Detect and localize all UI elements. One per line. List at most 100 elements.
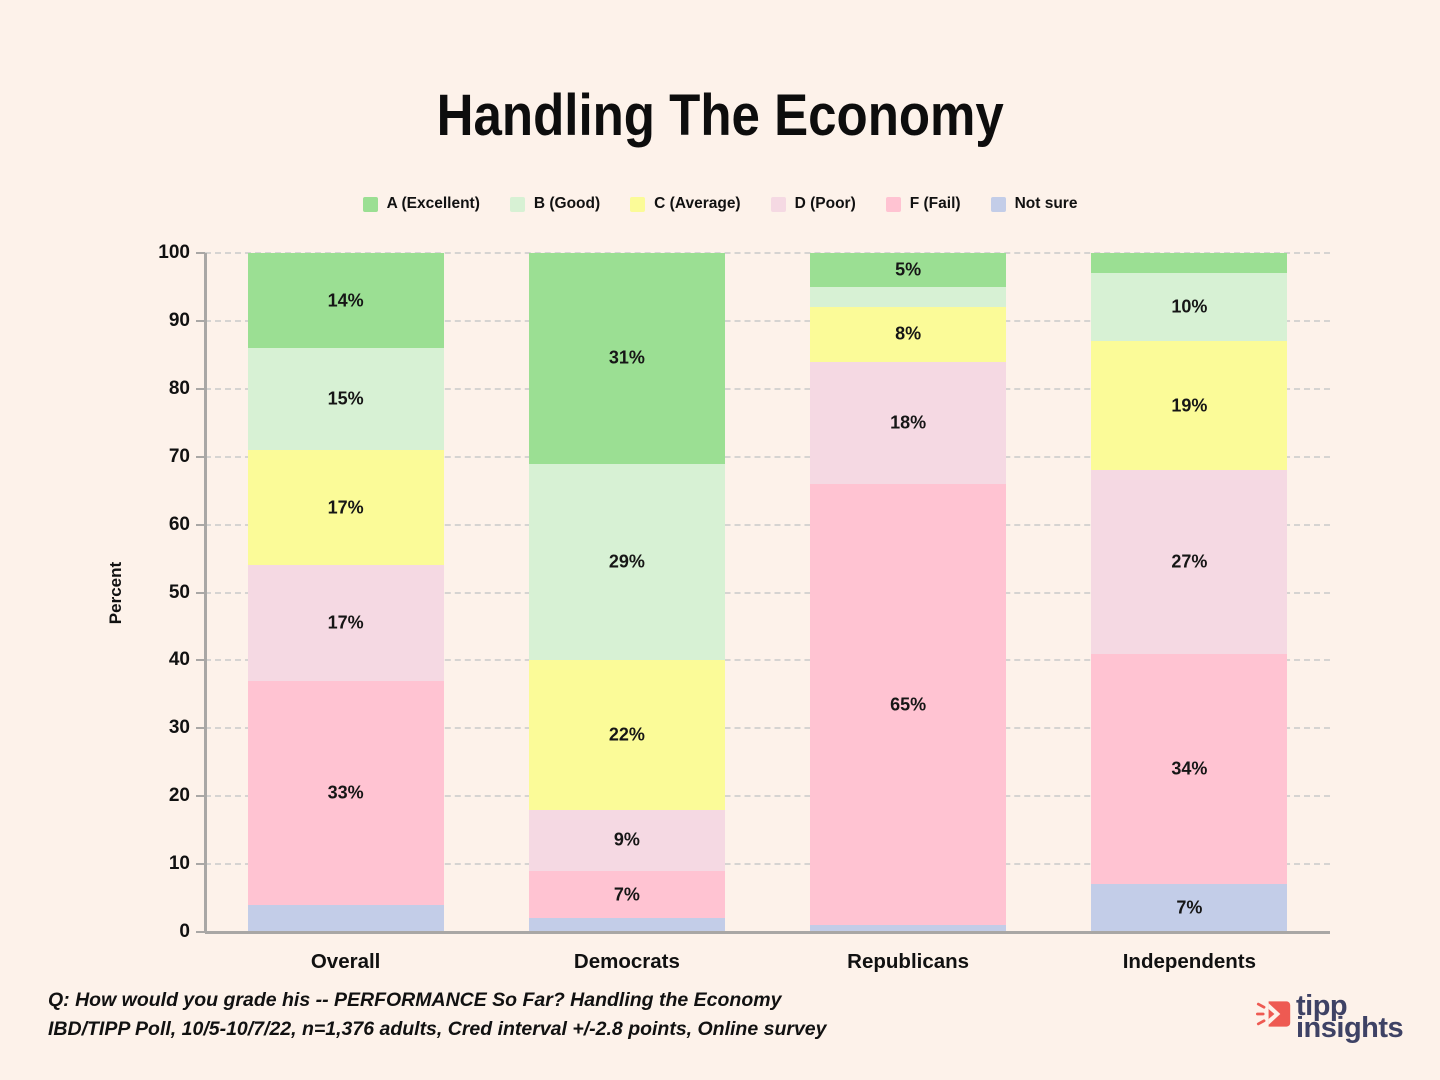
legend-item: C (Average) xyxy=(630,195,741,213)
axis-tick xyxy=(196,319,205,322)
x-category-label: Independents xyxy=(1122,950,1256,973)
bar-overall xyxy=(247,253,444,932)
bar-segment xyxy=(810,307,1007,362)
bar-value-label: 33% xyxy=(327,782,364,803)
bar-segment xyxy=(1091,653,1288,885)
gridline xyxy=(205,455,1330,458)
legend-item: B (Good) xyxy=(509,195,601,213)
bar-segment xyxy=(1091,341,1288,471)
axis-tick xyxy=(196,591,205,594)
axis-tick xyxy=(196,727,205,730)
chart-title-text: Handling The Economy xyxy=(436,83,1004,148)
bar-value-label: 17% xyxy=(327,612,364,633)
legend-swatch xyxy=(362,196,378,212)
bar-segment xyxy=(528,660,725,810)
bar-segment xyxy=(247,449,444,566)
y-axis-tick-label: 20 xyxy=(168,785,190,807)
legend-label: F (Fail) xyxy=(909,195,961,212)
bar-value-label: 10% xyxy=(1171,296,1208,317)
bar-value-label: 14% xyxy=(327,290,364,311)
legend-swatch xyxy=(630,196,646,212)
y-axis-tick-label: 70 xyxy=(168,445,190,467)
gridline xyxy=(205,659,1330,662)
legend-label: Not sure xyxy=(1014,195,1078,212)
footer-question: Q: How would you grade his -- PERFORMANC… xyxy=(48,989,782,1011)
x-category-label: Overall xyxy=(310,950,381,973)
bar-value-label: 22% xyxy=(608,724,645,745)
legend-item: Not sure xyxy=(990,195,1078,213)
bar-value-label: 18% xyxy=(890,412,927,433)
bar-value-label: 17% xyxy=(327,497,364,518)
logo-word-tipp: tipp xyxy=(1296,990,1348,1022)
gridline xyxy=(205,727,1330,730)
x-axis-line xyxy=(205,931,1330,934)
axis-tick xyxy=(196,252,205,254)
legend-label: A (Excellent) xyxy=(386,195,480,212)
bar-independents xyxy=(1091,253,1288,932)
bar-value-label: 5% xyxy=(895,259,922,280)
tipp-insights-logo: tipp insights xyxy=(1256,990,1426,1054)
bar-value-label: 8% xyxy=(895,323,922,344)
axis-tick xyxy=(196,863,205,866)
y-axis-tick-label: 60 xyxy=(168,513,190,535)
bar-segment xyxy=(247,565,444,681)
x-category-label: Democrats xyxy=(573,950,680,973)
bar-value-label: 15% xyxy=(327,388,364,409)
footer-source: IBD/TIPP Poll, 10/5-10/7/22, n=1,376 adu… xyxy=(48,1018,827,1040)
gridline xyxy=(205,387,1330,390)
bar-segment xyxy=(1091,253,1288,274)
bar-segment xyxy=(247,680,444,905)
bar-value-label: 27% xyxy=(1171,551,1208,572)
axis-tick xyxy=(196,931,205,933)
y-axis-tick-label: 50 xyxy=(168,581,190,603)
logo-word-insights: insights xyxy=(1296,1012,1404,1044)
chart-title: Handling The Economy xyxy=(0,82,1440,149)
bar-segment xyxy=(528,809,725,871)
y-axis-tick-label: 0 xyxy=(179,921,190,942)
bar-segment xyxy=(810,253,1007,287)
megaphone-icon xyxy=(1256,1001,1291,1027)
bar-segment xyxy=(1091,273,1288,342)
axis-tick xyxy=(196,455,205,458)
y-axis-tick-label: 30 xyxy=(168,717,190,739)
legend: A (Excellent) B (Good) C (Average) D (Poor)… xyxy=(0,195,1440,213)
bar-value-label: 65% xyxy=(890,694,927,715)
legend-label: B (Good) xyxy=(533,195,601,212)
legend-label: C (Average) xyxy=(654,195,741,212)
footer: Q: How would you grade his -- PERFORMANC… xyxy=(48,986,827,1044)
bar-segment xyxy=(528,870,725,919)
bar-segment xyxy=(247,253,444,349)
bar-value-label: 34% xyxy=(1171,758,1208,779)
y-axis-tick-label: 80 xyxy=(168,377,190,399)
y-axis-tick-label: 40 xyxy=(168,649,190,671)
gridline xyxy=(205,523,1330,526)
bar-segment xyxy=(810,925,1007,932)
axis-tick xyxy=(196,387,205,390)
legend-item: D (Poor) xyxy=(770,195,856,213)
y-axis-title: Percent xyxy=(106,561,126,624)
bar-segment xyxy=(247,904,444,932)
legend-label: D (Poor) xyxy=(794,195,856,212)
axis-tick xyxy=(196,523,205,526)
legend-item: A (Excellent) xyxy=(362,195,480,213)
y-axis-tick-label: 90 xyxy=(168,309,190,331)
y-axis-line xyxy=(204,253,207,933)
legend-item: F (Fail) xyxy=(885,195,961,213)
axis-tick xyxy=(196,795,205,798)
legend-swatch xyxy=(885,196,901,212)
gridline xyxy=(205,863,1330,866)
bar-segment xyxy=(810,483,1007,926)
bar-segment xyxy=(810,361,1007,484)
bar-republicans xyxy=(810,253,1007,932)
bar-segment xyxy=(528,463,725,661)
bar-segment xyxy=(1091,470,1288,654)
bar-segment xyxy=(1091,884,1288,932)
gridline xyxy=(205,591,1330,594)
bar-segment xyxy=(810,286,1007,308)
bar-value-label: 19% xyxy=(1171,395,1208,416)
bar-value-label: 7% xyxy=(613,884,640,905)
bar-value-label: 29% xyxy=(608,551,645,572)
bar-segment xyxy=(247,348,444,450)
